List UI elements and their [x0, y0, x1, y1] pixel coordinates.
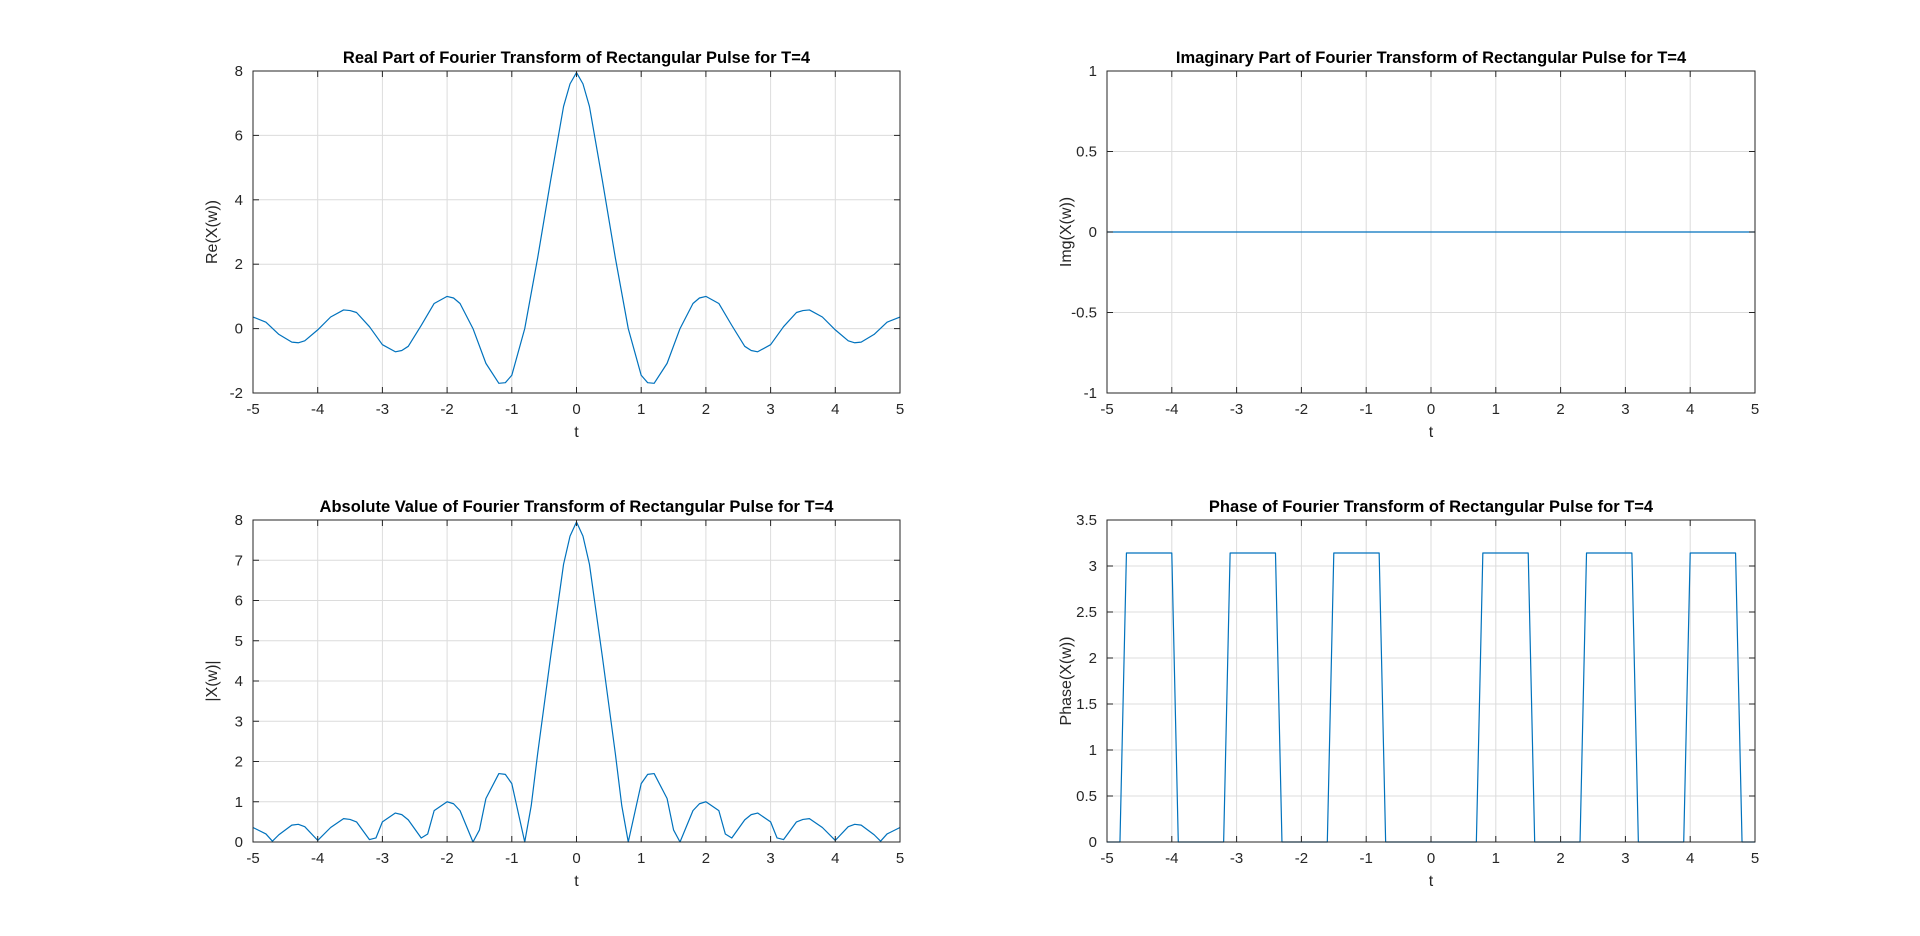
subplot-imaginary-part-xtick-label: 5 [1751, 401, 1759, 418]
subplot-imaginary-part-title: Imaginary Part of Fourier Transform of R… [1176, 49, 1687, 67]
subplot-absolute-value-xtick-label: 1 [637, 850, 645, 867]
subplot-imaginary-part-xtick-label: 1 [1492, 401, 1500, 418]
subplot-imaginary-part-ytick-label: -1 [1084, 385, 1097, 402]
subplot-real-part-xtick-label: -1 [505, 401, 518, 418]
subplot-phase-ytick-label: 3 [1089, 558, 1097, 575]
subplot-absolute-value-xtick-label: 5 [896, 850, 904, 867]
subplot-imaginary-part-xtick-label: -3 [1230, 401, 1243, 418]
subplot-phase-ytick-label: 1 [1089, 742, 1097, 759]
subplot-real-part-grid [253, 71, 900, 393]
subplot-phase-xlabel: t [1429, 873, 1434, 890]
subplot-real-part-chart: -5 -4 -3 -2 -1 0 1 2 3 4 5 -2 0 2 4 6 8 Real Part of Four… [204, 49, 904, 441]
subplot-absolute-value-xtick-label: -1 [505, 850, 518, 867]
subplot-phase-xtick-label: -3 [1230, 850, 1243, 867]
subplot-imaginary-part-xtick-label: 0 [1427, 401, 1435, 418]
subplot-phase-xtick-label: 0 [1427, 850, 1435, 867]
subplot-imaginary-part-xtick-label: -5 [1100, 401, 1113, 418]
subplot-absolute-value-xtick-label: -4 [311, 850, 324, 867]
subplot-real-part-ytick-label: 2 [235, 256, 243, 273]
subplot-phase-title: Phase of Fourier Transform of Rectangula… [1209, 498, 1654, 516]
subplot-phase-ytick-label: 3.5 [1076, 512, 1097, 529]
subplot-real-part-xtick-label: 1 [637, 401, 645, 418]
subplot-absolute-value-ytick-label: 5 [235, 633, 243, 650]
subplot-absolute-value-xtick-label: -5 [246, 850, 259, 867]
subplot-phase-xtick-label: 5 [1751, 850, 1759, 867]
subplot-phase-ytick-label: 2 [1089, 650, 1097, 667]
subplot-absolute-value-ytick-label: 1 [235, 794, 243, 811]
subplot-absolute-value-ytick-label: 4 [235, 673, 243, 690]
subplot-real-part-xtick-label: -3 [376, 401, 389, 418]
subplot-real-part-xlabel: t [574, 424, 579, 441]
subplot-absolute-value-ytick-label: 3 [235, 713, 243, 730]
subplot-absolute-value-title: Absolute Value of Fourier Transform of R… [320, 498, 835, 516]
subplot-phase-xtick-label: -2 [1295, 850, 1308, 867]
subplot-imaginary-part-ytick-label: 1 [1089, 63, 1097, 80]
subplot-imaginary-part-ytick-label: 0 [1089, 224, 1097, 241]
subplot-absolute-value-ytick-label: 7 [235, 552, 243, 569]
subplot-real-part-ytick-label: 4 [235, 192, 243, 209]
subplot-phase-xtick-label: 4 [1686, 850, 1694, 867]
subplot-absolute-value-grid [253, 520, 900, 842]
subplot-absolute-value-xtick-label: 2 [702, 850, 710, 867]
subplot-imaginary-part-xtick-label: -2 [1295, 401, 1308, 418]
subplot-imaginary-part-xlabel: t [1429, 424, 1434, 441]
subplot-phase-ytick-label: 2.5 [1076, 604, 1097, 621]
subplot-absolute-value-xtick-label: -3 [376, 850, 389, 867]
subplot-imaginary-part-xtick-label: 3 [1621, 401, 1629, 418]
subplot-phase-ytick-label: 0.5 [1076, 788, 1097, 805]
subplot-absolute-value-ytick-label: 8 [235, 512, 243, 529]
subplot-imaginary-part-ytick-label: -0.5 [1071, 305, 1097, 322]
subplot-real-part-xtick-label: -2 [440, 401, 453, 418]
subplot-imaginary-part-xtick-label: -1 [1360, 401, 1373, 418]
subplot-real-part-title: Real Part of Fourier Transform of Rectan… [343, 49, 811, 67]
subplot-imaginary-part-ylabel: Img(X(w)) [1058, 197, 1075, 267]
subplot-real-part-xtick-label: 3 [766, 401, 774, 418]
subplot-absolute-value-ytick-label: 0 [235, 834, 243, 851]
subplot-imaginary-part-ytick-label: 0.5 [1076, 144, 1097, 161]
subplot-real-part-ytick-label: 6 [235, 127, 243, 144]
subplot-real-part-ytick-label: 0 [235, 321, 243, 338]
subplot-phase-xtick-label: 3 [1621, 850, 1629, 867]
subplot-real-part-xtick-label: -5 [246, 401, 259, 418]
subplot-absolute-value-xtick-label: 4 [831, 850, 839, 867]
subplot-phase-xtick-label: 1 [1492, 850, 1500, 867]
subplot-absolute-value-xtick-label: -2 [440, 850, 453, 867]
subplot-imaginary-part-xtick-label: -4 [1165, 401, 1178, 418]
subplot-phase-ytick-label: 1.5 [1076, 696, 1097, 713]
subplot-real-part-ytick-label: 8 [235, 63, 243, 80]
subplot-real-part-xtick-label: 4 [831, 401, 839, 418]
subplot-absolute-value-ytick-label: 6 [235, 593, 243, 610]
subplot-absolute-value-ylabel: |X(w)| [204, 660, 221, 701]
subplot-phase-xtick-label: -4 [1165, 850, 1178, 867]
subplot-imaginary-part-xtick-label: 2 [1556, 401, 1564, 418]
subplot-phase-xtick-label: -5 [1100, 850, 1113, 867]
subplot-phase-ytick-label: 0 [1089, 834, 1097, 851]
subplot-phase-xtick-label: 2 [1556, 850, 1564, 867]
subplot-absolute-value-xtick-label: 3 [766, 850, 774, 867]
subplot-real-part-xtick-label: 2 [702, 401, 710, 418]
subplot-imaginary-part-xtick-label: 4 [1686, 401, 1694, 418]
subplot-real-part-ytick-label: -2 [230, 385, 243, 402]
subplot-absolute-value-xlabel: t [574, 873, 579, 890]
subplot-phase-xtick-label: -1 [1360, 850, 1373, 867]
subplot-phase-chart: -5 -4 -3 -2 -1 0 1 2 3 4 5 0 0.5 1 1.5 2 2.5 3 3.5 Phase of… [1058, 498, 1759, 890]
subplot-phase-ylabel: Phase(X(w)) [1058, 637, 1075, 726]
subplot-absolute-value-chart: -5 -4 -3 -2 -1 0 1 2 3 4 5 0 1 2 3 4 5 6 7 8 Absolute Value … [204, 498, 904, 890]
subplot-real-part-xtick-label: 5 [896, 401, 904, 418]
subplot-imaginary-part-chart: -5 -4 -3 -2 -1 0 1 2 3 4 5 -1 -0.5 0 0.5 1 Imaginary Par… [1058, 49, 1759, 441]
subplot-real-part-ylabel: Re(X(w)) [204, 200, 221, 264]
subplot-real-part-xtick-label: -4 [311, 401, 324, 418]
subplot-real-part-xtick-label: 0 [572, 401, 580, 418]
subplot-absolute-value-xtick-label: 0 [572, 850, 580, 867]
subplot-absolute-value-ytick-label: 2 [235, 754, 243, 771]
